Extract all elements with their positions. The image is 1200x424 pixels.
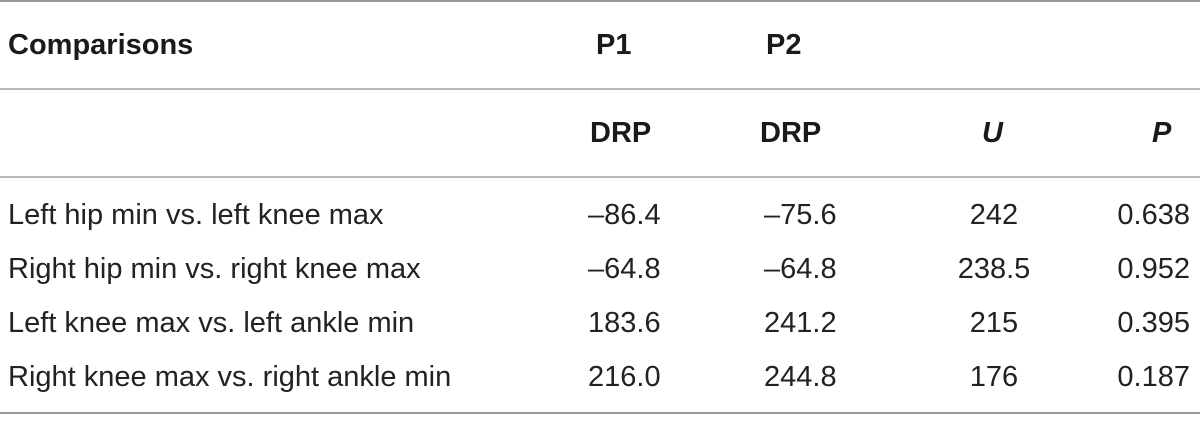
header-comparisons: Comparisons	[0, 0, 560, 89]
cell-u: 176	[932, 350, 1072, 414]
cell-u: 242	[969, 198, 1019, 231]
table-row: Left knee max vs. left ankle min 183.6 2…	[0, 296, 1200, 350]
cell-p1: –64.8	[588, 252, 661, 285]
cell-p2: –64.8	[764, 252, 837, 285]
cell-comparison: Right hip min vs. right knee max	[8, 252, 421, 285]
header-empty-u	[932, 0, 1072, 89]
header-row-top: Comparisons P1 P2	[0, 0, 1200, 89]
header-p2: P2	[752, 0, 932, 89]
cell-p1: –86.4	[588, 198, 661, 231]
table-row: Right hip min vs. right knee max –64.8 –…	[0, 242, 1200, 296]
subheader-p2-drp: DRP	[752, 88, 932, 178]
cell-p2: –75.6	[764, 198, 837, 231]
header-row-sub: DRP DRP U P	[0, 88, 1200, 178]
cell-u: 238.5	[957, 252, 1031, 285]
cell-p2: 241.2	[764, 306, 837, 339]
subheader-p1-drp: DRP	[560, 88, 752, 178]
cell-u: 215	[969, 306, 1019, 339]
comparison-table: Comparisons P1 P2 DRP DRP U P Left hip m…	[0, 0, 1200, 414]
table-row: Right knee max vs. right ankle min 216.0…	[0, 350, 1200, 414]
table-row: Left hip min vs. left knee max –86.4 –75…	[0, 177, 1200, 242]
cell-p2: 244.8	[752, 350, 932, 414]
cell-comparison: Left hip min vs. left knee max	[8, 198, 384, 231]
subheader-empty	[0, 88, 560, 178]
subheader-u: U	[932, 88, 1072, 178]
cell-p: 0.187	[1072, 350, 1200, 414]
cell-p: 0.395	[1117, 306, 1190, 339]
cell-comparison: Right knee max vs. right ankle min	[0, 350, 560, 414]
header-empty-p	[1072, 0, 1200, 89]
subheader-p: P	[1072, 88, 1200, 178]
cell-p1: 183.6	[588, 306, 661, 339]
cell-comparison: Left knee max vs. left ankle min	[8, 306, 415, 339]
header-p1: P1	[560, 0, 752, 89]
cell-p: 0.638	[1117, 198, 1190, 231]
cell-p: 0.952	[1117, 252, 1190, 285]
cell-p1: 216.0	[560, 350, 752, 414]
